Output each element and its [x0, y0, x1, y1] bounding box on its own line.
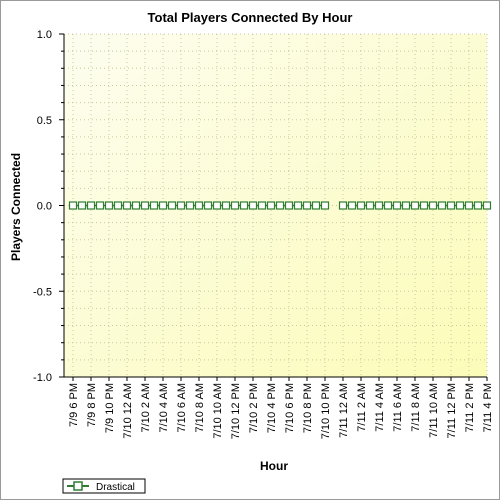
data-point: [320, 201, 330, 210]
x-tick-label: 7/11 6 AM: [392, 383, 404, 432]
data-point: [401, 201, 411, 210]
data-point: [140, 201, 150, 210]
x-tick-label: 7/10 4 AM: [158, 383, 170, 433]
x-tick-label: 7/11 12 PM: [446, 383, 458, 438]
data-point: [86, 201, 96, 210]
data-point: [455, 201, 465, 210]
data-point: [212, 201, 222, 210]
y-axis-label: Players Connected: [9, 153, 23, 261]
data-point: [194, 201, 204, 210]
legend-label: Drastical: [96, 482, 135, 493]
data-point: [383, 201, 393, 210]
x-tick-label: 7/9 8 PM: [86, 383, 98, 427]
data-point: [347, 201, 357, 210]
data-point: [437, 201, 447, 210]
legend-box: [62, 478, 146, 494]
data-point: [167, 201, 177, 210]
y-tick-label: 0.5: [37, 115, 52, 127]
x-tick-label: 7/10 6 PM: [284, 383, 296, 433]
x-tick-label: 7/10 12 AM: [122, 383, 134, 439]
y-tick-label: 0.0: [37, 201, 52, 213]
x-tick-label: 7/10 2 PM: [248, 383, 260, 433]
data-point: [248, 201, 258, 210]
y-tick-label: -1.0: [33, 372, 52, 384]
data-point: [338, 201, 348, 210]
data-point: [428, 201, 438, 210]
data-point: [221, 201, 231, 210]
x-tick-label: 7/11 4 PM: [482, 383, 494, 432]
data-point: [293, 201, 303, 210]
data-point: [185, 201, 195, 210]
data-point: [68, 201, 78, 210]
data-point: [302, 201, 312, 210]
x-tick-label: 7/10 8 PM: [302, 383, 314, 433]
data-point: [392, 201, 402, 210]
x-tick-label: 7/9 6 PM: [68, 383, 80, 427]
x-tick-label: 7/11 8 AM: [410, 383, 422, 432]
data-point: [131, 201, 141, 210]
data-point: [230, 201, 240, 210]
data-point: [419, 201, 429, 210]
x-axis-label: Hour: [260, 459, 288, 473]
data-point: [311, 201, 321, 210]
data-point: [257, 201, 267, 210]
x-tick-label: 7/11 2 AM: [356, 383, 368, 432]
data-point: [266, 201, 276, 210]
data-point: [149, 201, 159, 210]
legend: Drastical: [62, 478, 146, 494]
x-tick-label: 7/11 10 AM: [428, 383, 440, 438]
data-point: [104, 201, 114, 210]
x-ticks: 7/9 6 PM 7/9 8 PM 7/9 10 PM 7/10 12 AM 7/10 …: [68, 377, 494, 439]
data-point: [176, 201, 186, 210]
x-tick-label: 7/9 10 PM: [104, 383, 116, 433]
data-point: [482, 201, 492, 210]
data-point: [374, 201, 384, 210]
data-point: [122, 201, 132, 210]
x-tick-label: 7/10 4 PM: [266, 383, 278, 433]
data-point: [158, 201, 168, 210]
data-point: [473, 201, 483, 210]
x-tick-label: 7/10 2 AM: [140, 383, 152, 433]
x-tick-label: 7/10 12 PM: [230, 383, 242, 439]
x-tick-label: 7/10 8 AM: [194, 383, 206, 433]
y-ticks: 1.0 0.5 0.0 -0.5 -1.0: [33, 29, 64, 384]
x-tick-label: 7/11 4 AM: [374, 383, 386, 432]
data-point: [95, 201, 105, 210]
x-tick-label: 7/10 10 AM: [212, 383, 224, 439]
y-tick-label: -0.5: [33, 286, 52, 298]
data-point: [464, 201, 474, 210]
data-point: [239, 201, 249, 210]
data-point: [365, 201, 375, 210]
legend-swatch-marker: [73, 481, 83, 491]
x-tick-label: 7/11 2 PM: [464, 383, 476, 432]
chart-title: Total Players Connected By Hour: [148, 10, 353, 25]
data-point: [446, 201, 456, 210]
y-tick-label: 1.0: [37, 29, 52, 41]
data-point: [284, 201, 294, 210]
x-tick-label: 7/11 12 AM: [338, 383, 350, 438]
data-point: [113, 201, 123, 210]
data-point: [203, 201, 213, 210]
series-layer: [68, 201, 492, 210]
x-tick-label: 7/10 6 AM: [176, 383, 188, 433]
data-point: [356, 201, 366, 210]
x-tick-label: 7/10 10 PM: [320, 383, 332, 439]
data-point: [275, 201, 285, 210]
data-point: [77, 201, 87, 210]
data-point: [410, 201, 420, 210]
